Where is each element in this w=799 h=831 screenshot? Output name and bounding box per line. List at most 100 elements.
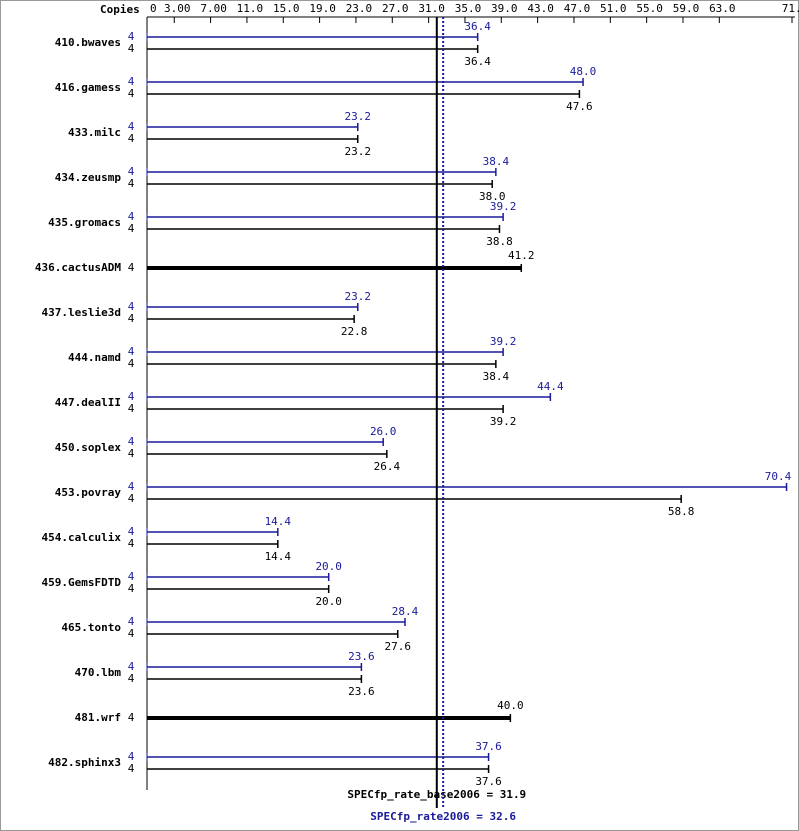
value-label: 48.0 <box>570 65 597 78</box>
value-label: 44.4 <box>537 380 564 393</box>
copies-label: 4 <box>128 492 135 505</box>
x-tick-label: 15.0 <box>273 2 300 15</box>
x-tick-label: 43.0 <box>527 2 554 15</box>
copies-label: 4 <box>128 120 135 133</box>
benchmark-name: 447.dealII <box>55 396 121 409</box>
copies-label: 4 <box>128 447 135 460</box>
value-label: 23.2 <box>345 145 372 158</box>
x-tick-label: 0 <box>150 2 157 15</box>
value-label: 47.6 <box>566 100 593 113</box>
copies-label: 4 <box>128 750 135 763</box>
copies-label: 4 <box>128 480 135 493</box>
value-label: 23.2 <box>345 110 372 123</box>
value-label: 37.6 <box>475 775 502 788</box>
value-label: 38.8 <box>486 235 513 248</box>
copies-label: 4 <box>128 402 135 415</box>
x-tick-label: 27.0 <box>382 2 409 15</box>
x-tick-label: 31.0 <box>418 2 445 15</box>
value-label: 23.2 <box>345 290 372 303</box>
x-tick-label: 19.0 <box>309 2 336 15</box>
x-tick-label: 39.0 <box>491 2 518 15</box>
copies-label: 4 <box>128 165 135 178</box>
value-label: 41.2 <box>508 249 535 262</box>
x-tick-label: 51.0 <box>600 2 627 15</box>
copies-label: 4 <box>128 570 135 583</box>
copies-header: Copies <box>100 3 140 16</box>
x-tick-label: 71.0 <box>782 2 799 15</box>
reference-label: SPECfp_rate_base2006 = 31.9 <box>347 788 526 801</box>
value-label: 27.6 <box>384 640 411 653</box>
benchmark-name: 437.leslie3d <box>42 306 121 319</box>
copies-label: 4 <box>128 210 135 223</box>
copies-label: 4 <box>128 660 135 673</box>
benchmark-name: 434.zeusmp <box>55 171 122 184</box>
value-label: 22.8 <box>341 325 368 338</box>
copies-label: 4 <box>128 390 135 403</box>
benchmark-name: 482.sphinx3 <box>48 756 121 769</box>
copies-label: 4 <box>128 261 135 274</box>
copies-label: 4 <box>128 177 135 190</box>
benchmark-name: 416.gamess <box>55 81 121 94</box>
value-label: 23.6 <box>348 685 375 698</box>
copies-label: 4 <box>128 537 135 550</box>
benchmark-name: 433.milc <box>68 126 121 139</box>
benchmark-name: 450.soplex <box>55 441 122 454</box>
copies-label: 4 <box>128 627 135 640</box>
copies-label: 4 <box>128 222 135 235</box>
benchmark-name: 459.GemsFDTD <box>42 576 122 589</box>
copies-label: 4 <box>128 42 135 55</box>
value-label: 28.4 <box>392 605 419 618</box>
value-label: 39.2 <box>490 335 517 348</box>
copies-label: 4 <box>128 87 135 100</box>
x-tick-label: 23.0 <box>346 2 373 15</box>
x-tick-label: 47.0 <box>564 2 591 15</box>
value-label: 36.4 <box>464 55 491 68</box>
benchmark-name: 444.namd <box>68 351 121 364</box>
value-label: 38.4 <box>483 370 510 383</box>
value-label: 70.4 <box>765 470 792 483</box>
copies-label: 4 <box>128 312 135 325</box>
copies-label: 4 <box>128 525 135 538</box>
copies-label: 4 <box>128 711 135 724</box>
value-label: 26.0 <box>370 425 397 438</box>
copies-label: 4 <box>128 672 135 685</box>
copies-label: 4 <box>128 75 135 88</box>
benchmark-name: 453.povray <box>55 486 122 499</box>
benchmark-name: 454.calculix <box>42 531 122 544</box>
value-label: 26.4 <box>374 460 401 473</box>
value-label: 40.0 <box>497 699 524 712</box>
x-tick-label: 35.0 <box>455 2 482 15</box>
value-label: 38.4 <box>483 155 510 168</box>
value-label: 58.8 <box>668 505 695 518</box>
copies-label: 4 <box>128 762 135 775</box>
benchmark-name: 481.wrf <box>75 711 121 724</box>
copies-label: 4 <box>128 582 135 595</box>
value-label: 14.4 <box>265 515 292 528</box>
benchmark-name: 470.lbm <box>75 666 122 679</box>
value-label: 38.0 <box>479 190 506 203</box>
value-label: 36.4 <box>464 20 491 33</box>
x-tick-label: 3.00 <box>164 2 191 15</box>
benchmark-name: 410.bwaves <box>55 36 121 49</box>
x-tick-label: 11.0 <box>237 2 264 15</box>
benchmark-name: 465.tonto <box>61 621 121 634</box>
value-label: 37.6 <box>475 740 502 753</box>
value-label: 20.0 <box>315 560 342 573</box>
reference-label: SPECfp_rate2006 = 32.6 <box>370 810 516 823</box>
copies-label: 4 <box>128 30 135 43</box>
value-label: 14.4 <box>265 550 292 563</box>
copies-label: 4 <box>128 345 135 358</box>
value-label: 23.6 <box>348 650 375 663</box>
copies-label: 4 <box>128 357 135 370</box>
benchmark-name: 436.cactusADM <box>35 261 121 274</box>
x-tick-label: 63.0 <box>709 2 736 15</box>
value-label: 39.2 <box>490 415 517 428</box>
copies-label: 4 <box>128 132 135 145</box>
copies-label: 4 <box>128 615 135 628</box>
value-label: 39.2 <box>490 200 517 213</box>
x-tick-label: 7.00 <box>200 2 227 15</box>
x-tick-label: 55.0 <box>636 2 663 15</box>
value-label: 20.0 <box>315 595 342 608</box>
